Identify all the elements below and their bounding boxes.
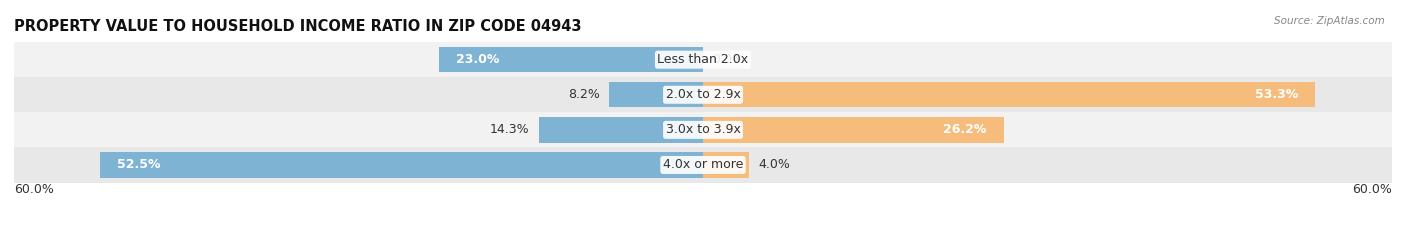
Bar (14, 77, 1392, 112)
Text: 4.0x or more: 4.0x or more (662, 158, 744, 172)
Bar (538, 117, 703, 143)
Bar (100, 152, 703, 178)
Text: 26.2%: 26.2% (943, 123, 987, 136)
Text: Source: ZipAtlas.com: Source: ZipAtlas.com (1274, 16, 1385, 26)
Text: 60.0%: 60.0% (1353, 183, 1392, 196)
Text: 52.5%: 52.5% (117, 158, 160, 172)
Text: 14.3%: 14.3% (491, 123, 530, 136)
Text: 23.0%: 23.0% (456, 53, 499, 66)
Text: Less than 2.0x: Less than 2.0x (658, 53, 748, 66)
Bar (703, 152, 749, 178)
Text: 2.0x to 2.9x: 2.0x to 2.9x (665, 88, 741, 101)
Bar (703, 82, 1315, 107)
Bar (439, 47, 703, 72)
Text: 4.0%: 4.0% (758, 158, 790, 172)
Legend: Without Mortgage, With Mortgage: Without Mortgage, With Mortgage (561, 230, 845, 234)
Text: 8.2%: 8.2% (568, 88, 599, 101)
Bar (14, 42, 1392, 77)
Text: 3.0x to 3.9x: 3.0x to 3.9x (665, 123, 741, 136)
Bar (14, 112, 1392, 147)
Text: 60.0%: 60.0% (14, 183, 53, 196)
Text: 0.0%: 0.0% (713, 53, 744, 66)
Text: PROPERTY VALUE TO HOUSEHOLD INCOME RATIO IN ZIP CODE 04943: PROPERTY VALUE TO HOUSEHOLD INCOME RATIO… (14, 19, 582, 34)
Bar (703, 117, 1004, 143)
Bar (14, 147, 1392, 183)
Bar (609, 82, 703, 107)
Text: 53.3%: 53.3% (1254, 88, 1298, 101)
